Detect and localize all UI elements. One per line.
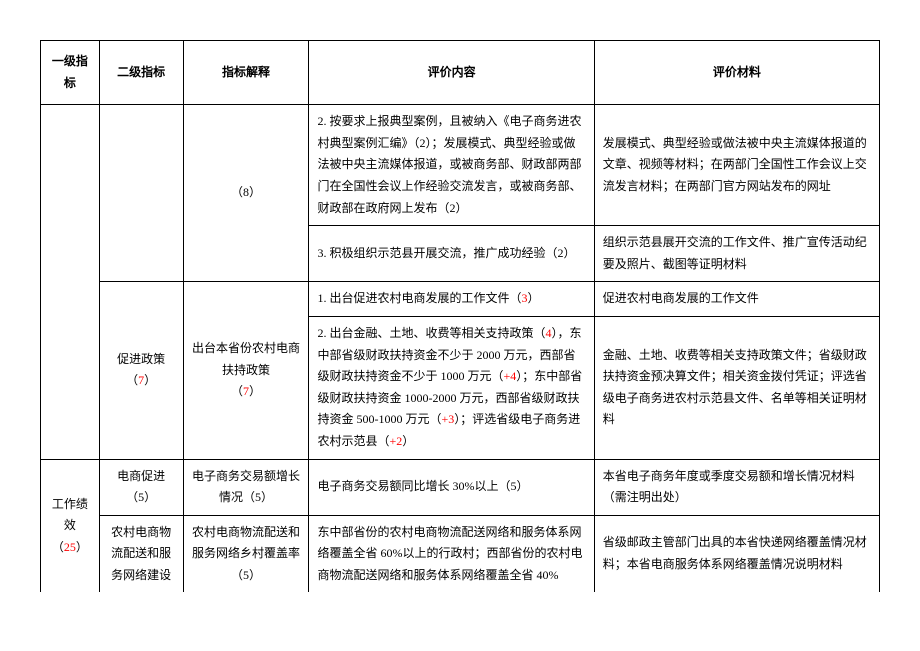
cell-material: 促进农村电商发展的工作文件 bbox=[594, 282, 879, 317]
cell-content: 3. 积极组织示范县开展交流，推广成功经验（2） bbox=[309, 226, 594, 282]
table-row: 农村电商物流配送和服务网络建设 农村电商物流配送和服务网络乡村覆盖率（5） 东中… bbox=[41, 515, 880, 592]
cell-interpretation: （8） bbox=[183, 105, 309, 282]
table-row: 工作绩效 （25） 电商促进（5） 电子商务交易额增长情况（5） 电子商务交易额… bbox=[41, 459, 880, 515]
table-row: （8） 2. 按要求上报典型案例，且被纳入《电子商务进农村典型案例汇编》（2）；… bbox=[41, 105, 880, 226]
header-content: 评价内容 bbox=[309, 41, 594, 105]
cell-level2-ecommerce: 电商促进（5） bbox=[99, 459, 183, 515]
cell-material: 组织示范县展开交流的工作文件、推广宣传活动纪要及照片、截图等证明材料 bbox=[594, 226, 879, 282]
table-row: 促进政策（7） 出台本省份农村电商扶持政策 （7） 1. 出台促进农村电商发展的… bbox=[41, 282, 880, 317]
evaluation-table: 一级指标 二级指标 指标解释 评价内容 评价材料 （8） 2. 按要求上报典型案… bbox=[40, 40, 880, 592]
cell-interpretation-logistics: 农村电商物流配送和服务网络乡村覆盖率（5） bbox=[183, 515, 309, 592]
cell-interpretation-ecommerce: 电子商务交易额增长情况（5） bbox=[183, 459, 309, 515]
table-header-row: 一级指标 二级指标 指标解释 评价内容 评价材料 bbox=[41, 41, 880, 105]
cell-material: 发展模式、典型经验或做法被中央主流媒体报道的文章、视频等材料；在两部门全国性工作… bbox=[594, 105, 879, 226]
cell-content: 1. 出台促进农村电商发展的工作文件（3） bbox=[309, 282, 594, 317]
header-material: 评价材料 bbox=[594, 41, 879, 105]
cell-level1-empty bbox=[41, 105, 100, 459]
cell-interpretation-policy: 出台本省份农村电商扶持政策 （7） bbox=[183, 282, 309, 459]
cell-content: 2. 按要求上报典型案例，且被纳入《电子商务进农村典型案例汇编》（2）；发展模式… bbox=[309, 105, 594, 226]
cell-material: 省级邮政主管部门出具的本省快递网络覆盖情况材料；本省电商服务体系网络覆盖情况说明… bbox=[594, 515, 879, 592]
cell-level2-empty bbox=[99, 105, 183, 282]
cell-level1-performance: 工作绩效 （25） bbox=[41, 459, 100, 592]
cell-material: 本省电子商务年度或季度交易额和增长情况材料（需注明出处） bbox=[594, 459, 879, 515]
cell-level2-logistics: 农村电商物流配送和服务网络建设 bbox=[99, 515, 183, 592]
cell-material: 金融、土地、收费等相关支持政策文件；省级财政扶持资金预决算文件；相关资金拨付凭证… bbox=[594, 316, 879, 459]
cell-level2-policy: 促进政策（7） bbox=[99, 282, 183, 459]
cell-content: 东中部省份的农村电商物流配送网络和服务体系网络覆盖全省 60%以上的行政村；西部… bbox=[309, 515, 594, 592]
cell-content: 2. 出台金融、土地、收费等相关支持政策（4），东中部省级财政扶持资金不少于 2… bbox=[309, 316, 594, 459]
header-level1: 一级指标 bbox=[41, 41, 100, 105]
cell-content: 电子商务交易额同比增长 30%以上（5） bbox=[309, 459, 594, 515]
header-interpretation: 指标解释 bbox=[183, 41, 309, 105]
header-level2: 二级指标 bbox=[99, 41, 183, 105]
